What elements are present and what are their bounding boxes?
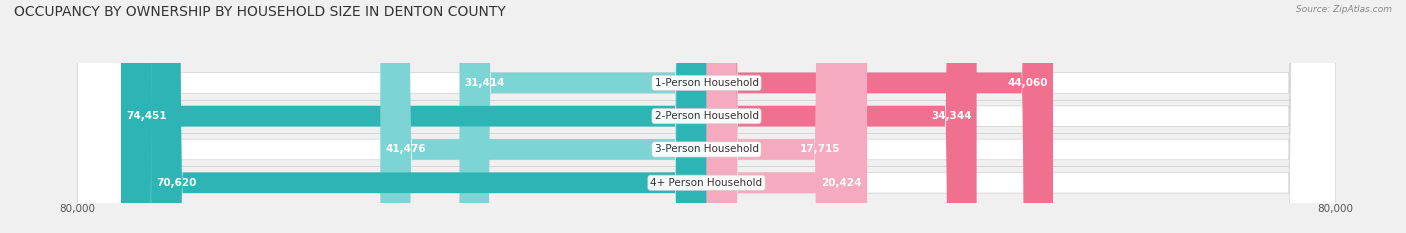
Text: 44,060: 44,060 — [1008, 78, 1047, 88]
FancyBboxPatch shape — [77, 0, 1336, 233]
Text: 1-Person Household: 1-Person Household — [655, 78, 758, 88]
Text: OCCUPANCY BY OWNERSHIP BY HOUSEHOLD SIZE IN DENTON COUNTY: OCCUPANCY BY OWNERSHIP BY HOUSEHOLD SIZE… — [14, 5, 506, 19]
Text: 31,414: 31,414 — [464, 78, 505, 88]
FancyBboxPatch shape — [77, 0, 1336, 233]
Text: 74,451: 74,451 — [127, 111, 167, 121]
Text: 34,344: 34,344 — [931, 111, 972, 121]
Text: 3-Person Household: 3-Person Household — [655, 144, 758, 154]
FancyBboxPatch shape — [77, 0, 1336, 233]
FancyBboxPatch shape — [77, 0, 1336, 233]
FancyBboxPatch shape — [380, 0, 707, 233]
FancyBboxPatch shape — [707, 0, 868, 233]
Text: 17,715: 17,715 — [800, 144, 841, 154]
FancyBboxPatch shape — [460, 0, 707, 233]
Text: 4+ Person Household: 4+ Person Household — [651, 178, 762, 188]
Text: Source: ZipAtlas.com: Source: ZipAtlas.com — [1296, 5, 1392, 14]
Text: 41,476: 41,476 — [385, 144, 426, 154]
FancyBboxPatch shape — [707, 0, 977, 233]
FancyBboxPatch shape — [707, 0, 846, 233]
Text: 2-Person Household: 2-Person Household — [655, 111, 758, 121]
Text: 70,620: 70,620 — [156, 178, 197, 188]
Text: 20,424: 20,424 — [821, 178, 862, 188]
FancyBboxPatch shape — [121, 0, 707, 233]
FancyBboxPatch shape — [707, 0, 1053, 233]
FancyBboxPatch shape — [150, 0, 707, 233]
